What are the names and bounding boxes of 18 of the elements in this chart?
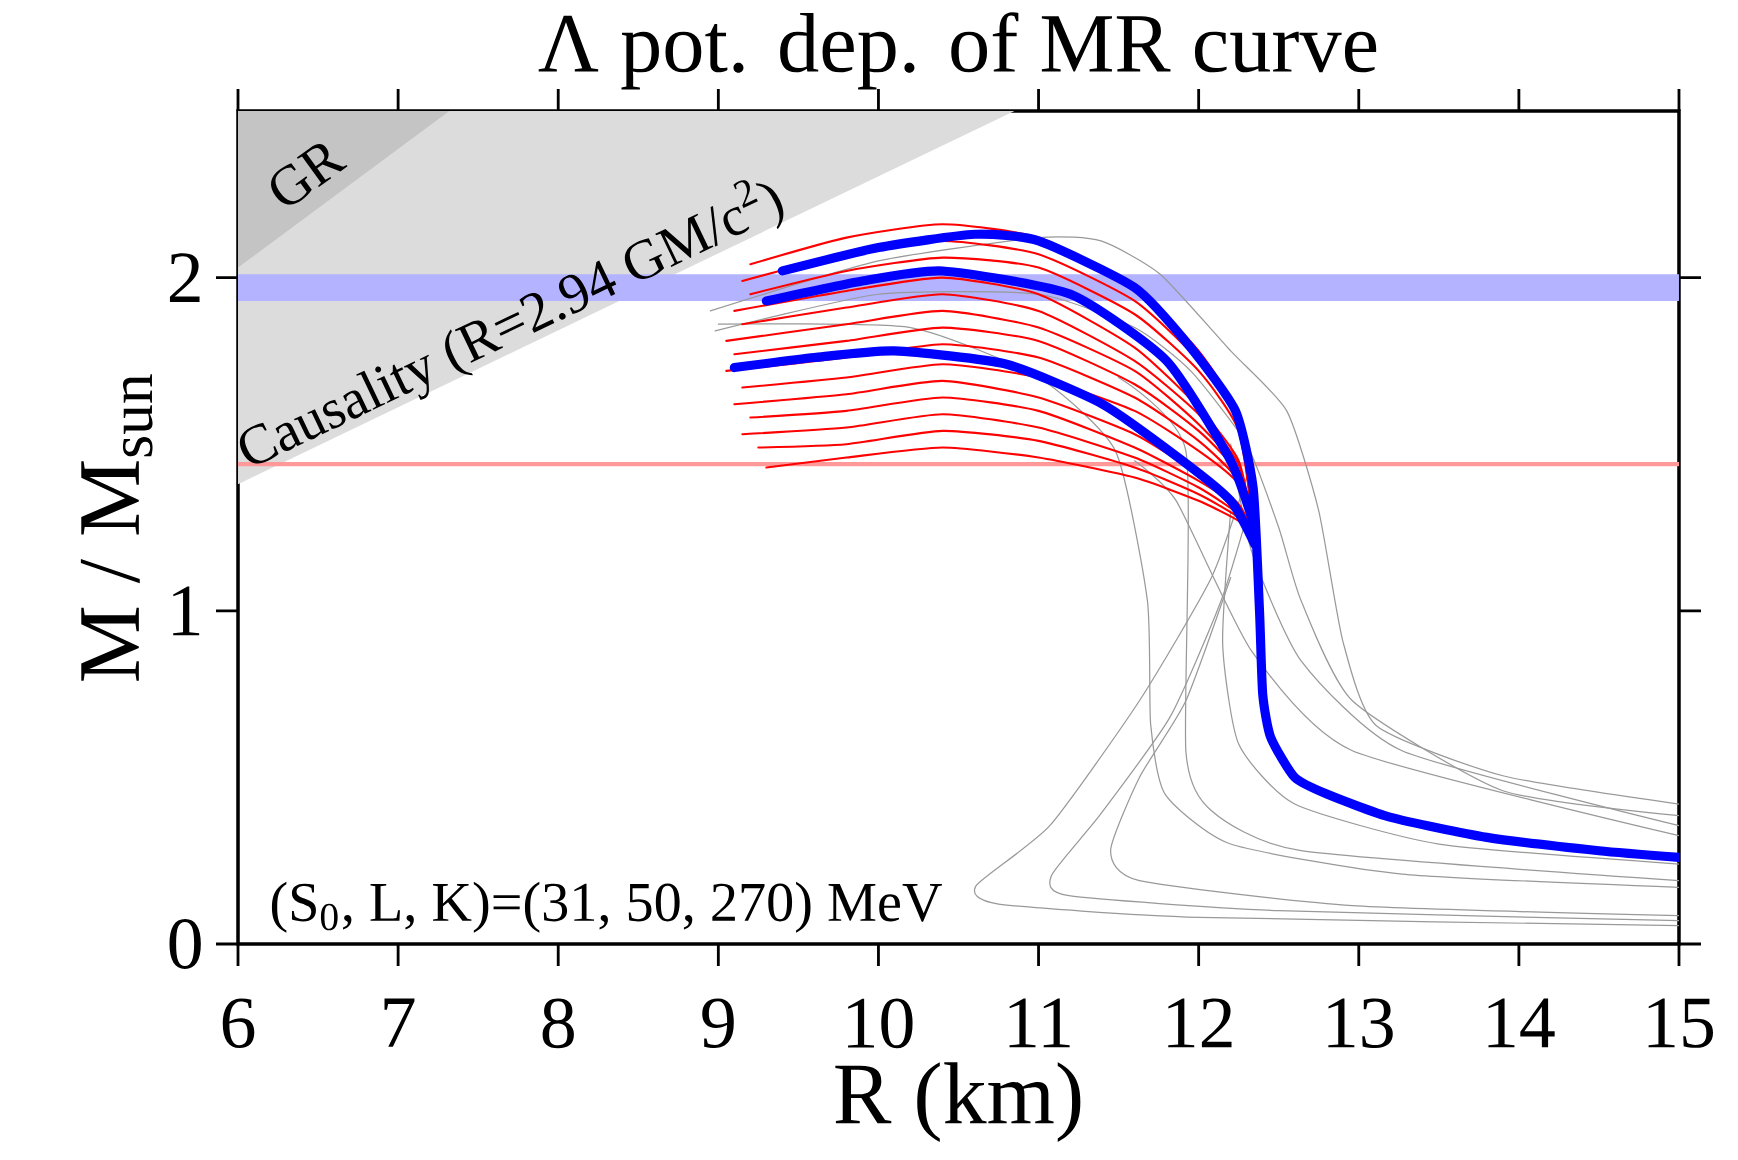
x-tick-label: 8 [542, 998, 574, 1049]
x-tick-label: 11 [1009, 998, 1070, 1048]
x-tick-label: 12 [1168, 998, 1232, 1048]
x-tick-label: 14 [1488, 998, 1555, 1048]
annotation: (S$_{0}$, L, K)=(31, 50, 270) MeV [271, 881, 942, 933]
x-tick-label: 7 [384, 998, 415, 1047]
y-tick-label: 2 [169, 253, 200, 303]
x-tick-label: 6 [222, 998, 255, 1048]
y-tick-label: 1 [173, 586, 200, 636]
x-axis-title: R (km) [835, 1062, 1081, 1142]
y-axis-title: M / M$_{sun}$ [80, 374, 153, 681]
x-tick-label: 10 [848, 998, 913, 1049]
y-tick-label: 0 [169, 919, 201, 969]
chart-title: Λ pot. dep. of MR curve [538, 12, 1377, 90]
annotation: GR [270, 144, 348, 205]
x-tick-label: 15 [1648, 998, 1713, 1048]
x-tick-label: 13 [1328, 998, 1393, 1048]
x-tick-label: 9 [702, 998, 734, 1048]
